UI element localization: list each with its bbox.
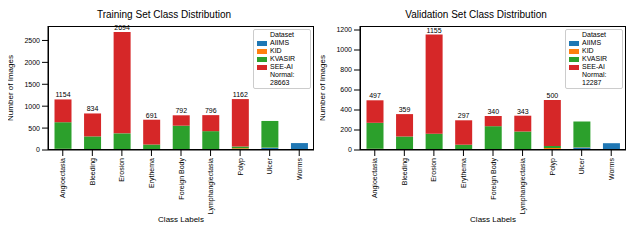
svg-text:1154: 1154 xyxy=(55,91,70,98)
html-text:KVASIR: KVASIR xyxy=(582,55,608,62)
svg-text:Class Labels: Class Labels xyxy=(158,215,204,222)
svg-text:343: 343 xyxy=(517,108,529,115)
html-text:KID: KID xyxy=(270,47,282,54)
svg-text:Class Labels: Class Labels xyxy=(470,215,516,222)
svg-text:359: 359 xyxy=(399,106,411,113)
svg-text:1200: 1200 xyxy=(336,26,352,33)
svg-text:Ulcer: Ulcer xyxy=(578,157,585,174)
svg-text:297: 297 xyxy=(458,112,470,119)
svg-text:834: 834 xyxy=(87,105,99,112)
html-text:Normal: 28663: Normal: 28663 xyxy=(270,71,295,86)
html-text:Normal: 12287: Normal: 12287 xyxy=(582,71,607,86)
html-text:AIIMS: AIIMS xyxy=(270,39,290,46)
html-text:Training Set Class Distributio: Training Set Class Distribution xyxy=(96,9,232,20)
svg-text:Number of Images: Number of Images xyxy=(8,55,15,121)
svg-text:Number of Images: Number of Images xyxy=(320,55,327,121)
svg-text:792: 792 xyxy=(175,107,187,114)
svg-text:Bleeding: Bleeding xyxy=(89,158,97,185)
svg-text:Worms: Worms xyxy=(296,158,303,181)
svg-text:Erythema: Erythema xyxy=(148,158,156,188)
svg-text:1000: 1000 xyxy=(336,46,352,53)
svg-text:691: 691 xyxy=(146,112,158,119)
html-text:Validation Set Class Distribut: Validation Set Class Distribution xyxy=(405,9,547,20)
svg-text:400: 400 xyxy=(340,106,352,113)
svg-text:600: 600 xyxy=(340,86,352,93)
svg-text:1155: 1155 xyxy=(427,27,442,34)
svg-text:1000: 1000 xyxy=(24,103,40,110)
svg-text:500: 500 xyxy=(546,92,558,99)
svg-text:Erythema: Erythema xyxy=(460,158,468,188)
svg-text:Foreign Body: Foreign Body xyxy=(178,158,186,200)
svg-text:Erosion: Erosion xyxy=(118,158,125,182)
svg-text:200: 200 xyxy=(340,126,352,133)
html-text:AIIMS: AIIMS xyxy=(582,39,602,46)
svg-text:0: 0 xyxy=(348,146,352,153)
svg-text:2500: 2500 xyxy=(24,37,40,44)
svg-text:796: 796 xyxy=(205,107,217,114)
svg-text:Worms: Worms xyxy=(608,158,615,181)
svg-text:Erosion: Erosion xyxy=(430,158,437,182)
svg-text:1500: 1500 xyxy=(24,81,40,88)
svg-text:800: 800 xyxy=(340,66,352,73)
html-text:Dataset: Dataset xyxy=(269,31,295,38)
html-text:Dataset: Dataset xyxy=(581,31,607,38)
svg-text:340: 340 xyxy=(487,108,499,115)
svg-text:Angioectasia: Angioectasia xyxy=(371,158,379,198)
svg-text:500: 500 xyxy=(28,125,40,132)
svg-text:Lymphangiectasia: Lymphangiectasia xyxy=(519,158,527,214)
html-text:SEE-AI: SEE-AI xyxy=(270,63,293,70)
svg-text:Bleeding: Bleeding xyxy=(401,158,409,185)
svg-text:2000: 2000 xyxy=(24,59,40,66)
svg-text:1162: 1162 xyxy=(233,91,248,98)
svg-text:2694: 2694 xyxy=(114,24,130,31)
html-text:KVASIR: KVASIR xyxy=(270,55,296,62)
svg-text:Foreign Body: Foreign Body xyxy=(490,158,498,200)
html-text:KID: KID xyxy=(582,47,594,54)
svg-text:Angioectasia: Angioectasia xyxy=(59,158,67,198)
svg-text:0: 0 xyxy=(36,146,40,153)
svg-text:497: 497 xyxy=(369,92,381,99)
svg-text:Polyp: Polyp xyxy=(237,158,245,176)
svg-text:Polyp: Polyp xyxy=(549,158,557,176)
html-text:SEE-AI: SEE-AI xyxy=(582,63,605,70)
svg-text:Lymphangiectasia: Lymphangiectasia xyxy=(207,158,215,214)
svg-text:Ulcer: Ulcer xyxy=(266,157,273,174)
